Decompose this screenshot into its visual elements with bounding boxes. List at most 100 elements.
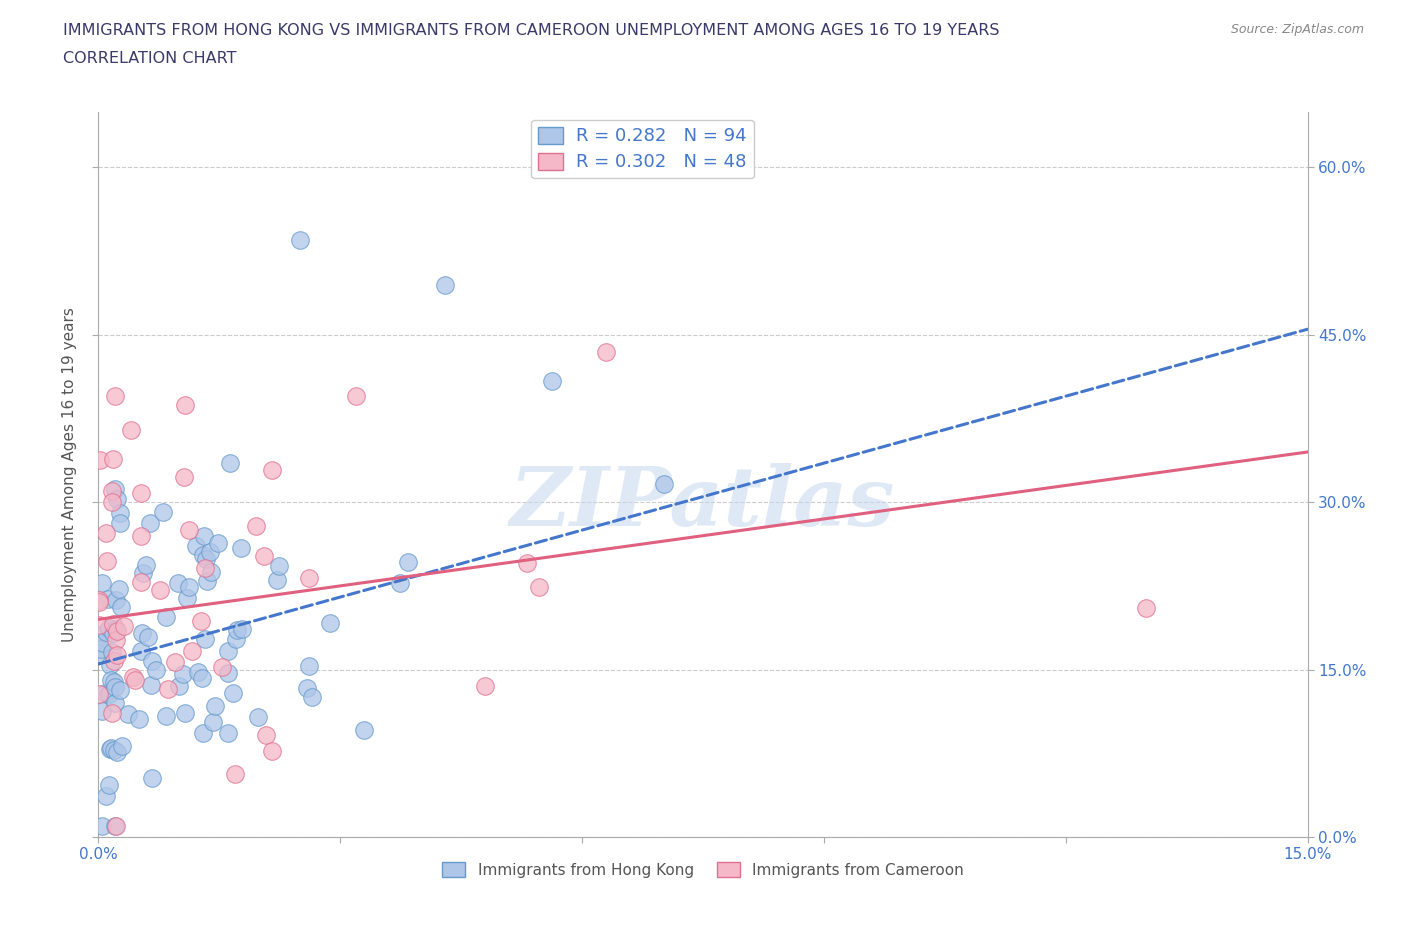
Text: ZIPatlas: ZIPatlas [510,463,896,543]
Point [100,741,122,756]
Point [191,725,214,740]
Point [90,703,112,718]
Point [145,663,167,678]
Point [97,777,120,792]
Point [207,536,229,551]
Point [89,618,111,632]
Point [194,631,217,646]
Point [267,558,290,573]
Point [298,658,321,673]
Point [211,660,233,675]
Point [105,491,128,506]
Point [191,671,214,685]
Point [301,690,323,705]
Point [105,624,128,639]
Point [110,599,132,614]
Point [120,422,142,437]
Point [96,553,118,568]
Point [98,658,121,672]
Point [94,625,117,640]
Point [229,540,252,555]
Point [100,495,122,510]
Point [89,453,111,468]
Point [91,636,114,651]
Text: Source: ZipAtlas.com: Source: ZipAtlas.com [1230,23,1364,36]
Point [200,565,222,579]
Point [260,463,283,478]
Point [1135,601,1157,616]
Point [103,696,125,711]
Point [193,528,215,543]
Point [201,715,224,730]
Point [103,389,125,404]
Point [129,644,152,658]
Point [101,451,124,466]
Point [103,675,125,690]
Point [141,677,163,692]
Point [389,576,412,591]
Point [173,706,195,721]
Point [266,572,288,587]
Point [100,483,122,498]
Point [654,477,676,492]
Point [103,654,125,669]
Point [219,456,242,471]
Point [97,591,120,606]
Point [245,518,267,533]
Point [474,679,496,694]
Point [110,683,132,698]
Point [87,594,110,609]
Point [187,665,209,680]
Point [122,670,145,684]
Point [260,744,283,759]
Point [105,592,128,607]
Point [98,687,121,702]
Point [101,625,124,640]
Point [156,682,179,697]
Point [90,629,112,644]
Point [180,643,202,658]
Point [172,667,194,682]
Legend: Immigrants from Hong Kong, Immigrants from Cameroon: Immigrants from Hong Kong, Immigrants fr… [436,856,970,884]
Point [434,277,457,292]
Point [129,528,152,543]
Point [103,617,125,631]
Point [298,571,321,586]
Point [152,505,174,520]
Point [105,745,128,760]
Point [107,581,129,596]
Point [167,679,190,694]
Point [111,738,134,753]
Point [97,621,120,636]
Point [131,565,153,580]
Point [179,579,201,594]
Point [87,686,110,701]
Point [176,591,198,606]
Point [254,727,277,742]
Point [224,766,246,781]
Point [217,665,239,680]
Point [165,655,187,670]
Point [344,389,367,404]
Point [87,592,110,607]
Point [167,575,190,590]
Point [527,579,550,594]
Point [108,505,131,520]
Text: IMMIGRANTS FROM HONG KONG VS IMMIGRANTS FROM CAMEROON UNEMPLOYMENT AMONG AGES 16: IMMIGRANTS FROM HONG KONG VS IMMIGRANTS … [63,23,1000,38]
Point [103,680,125,695]
Point [288,232,311,247]
Point [90,576,112,591]
Point [103,742,125,757]
Point [90,818,112,833]
Point [129,486,152,501]
Point [108,515,131,530]
Point [90,642,112,657]
Point [149,582,172,597]
Point [295,681,318,696]
Point [155,709,177,724]
Point [98,741,121,756]
Point [195,574,218,589]
Point [124,672,146,687]
Point [104,632,127,647]
Point [141,771,163,786]
